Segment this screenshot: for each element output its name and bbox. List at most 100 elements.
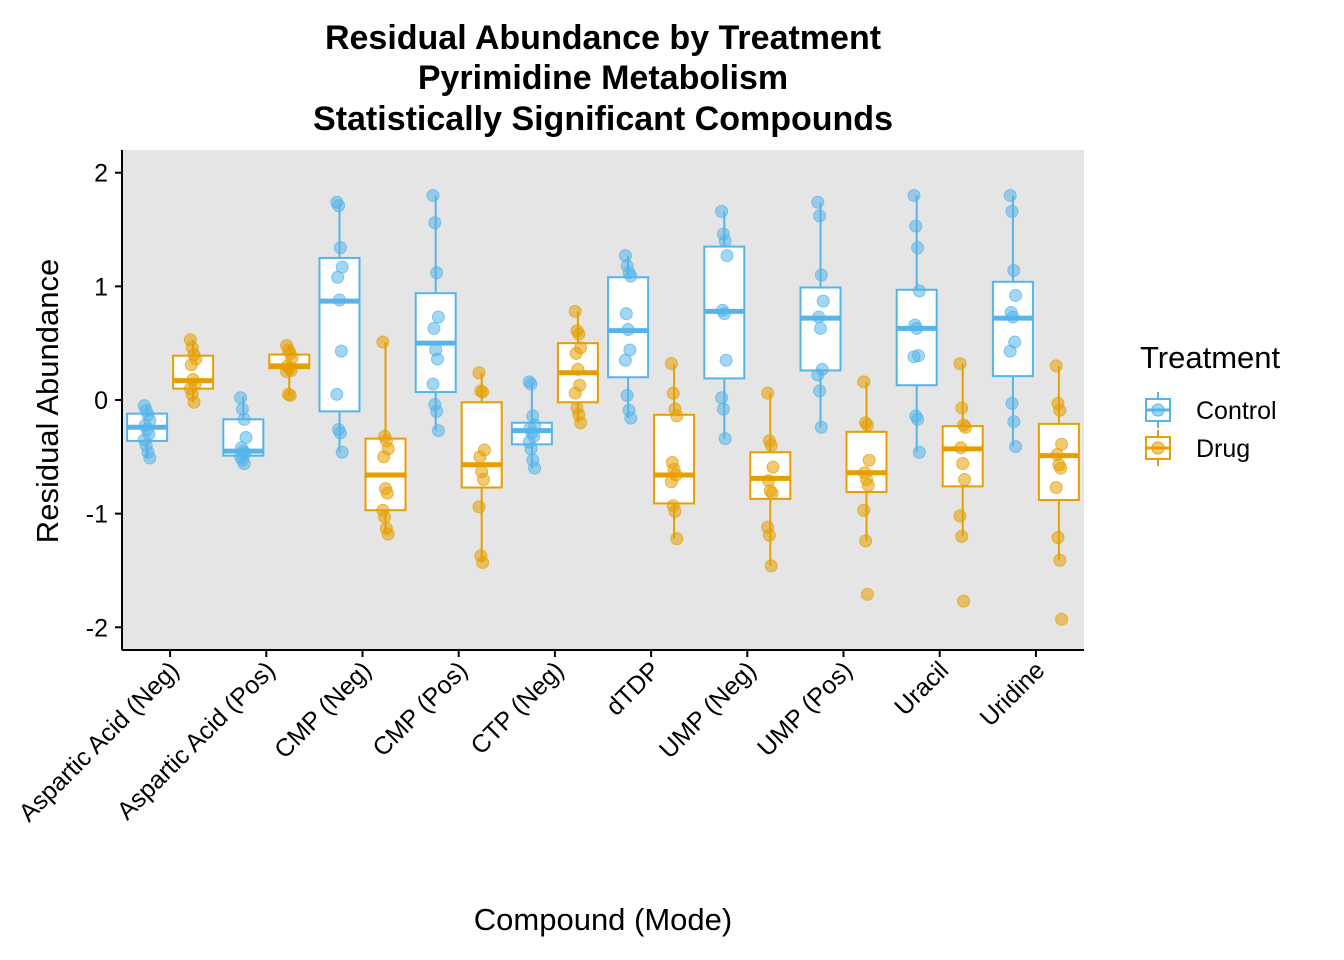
data-point (813, 384, 827, 398)
data-point (955, 529, 969, 543)
y-tick-label: 0 (94, 387, 108, 415)
legend-label: Drug (1196, 435, 1250, 463)
data-point (1009, 288, 1023, 302)
legend-entry-drug: Drug (1145, 430, 1250, 466)
box-control-3 (414, 188, 457, 438)
data-point (956, 457, 970, 471)
data-point (1009, 440, 1023, 454)
data-point (624, 411, 638, 425)
data-point (670, 532, 684, 546)
data-point (1003, 344, 1017, 358)
data-point (1049, 481, 1063, 494)
data-point (431, 310, 445, 324)
box-drug-5 (653, 357, 696, 546)
data-point (280, 365, 294, 379)
box-drug-2 (364, 335, 407, 541)
data-point (334, 344, 348, 358)
data-point (572, 327, 586, 341)
data-point (907, 350, 921, 364)
data-point (426, 188, 440, 202)
data-point (574, 416, 588, 430)
data-point (332, 199, 346, 213)
data-point (764, 559, 778, 573)
data-point (1007, 263, 1021, 277)
data-point (910, 321, 924, 335)
data-point (472, 366, 486, 380)
data-point (861, 478, 875, 492)
data-point (569, 346, 583, 360)
box-layer (126, 188, 1080, 626)
data-point (764, 438, 778, 452)
data-point (477, 473, 490, 487)
legend-key-point (1151, 403, 1165, 417)
data-point (811, 368, 825, 382)
data-point (283, 388, 297, 402)
data-point (668, 504, 682, 518)
data-point (376, 335, 390, 349)
legend-label: Control (1196, 397, 1277, 425)
x-tick-label: dTDP (601, 656, 666, 721)
data-point (664, 475, 678, 489)
data-point (524, 442, 538, 456)
chart-title-line-3: Statistically Significant Compounds (313, 100, 893, 138)
data-point (1006, 310, 1020, 324)
data-point (715, 391, 729, 405)
box-control-9 (991, 188, 1034, 454)
data-point (473, 450, 487, 464)
data-point (911, 241, 925, 255)
data-point (618, 353, 632, 367)
chart-title-line-2: Pyrimidine Metabolism (418, 59, 788, 97)
data-point (859, 534, 873, 548)
legend-key-point (1151, 441, 1165, 455)
data-point (814, 268, 828, 282)
box-drug-9 (1037, 359, 1080, 626)
data-point (1049, 359, 1063, 373)
data-point (860, 418, 874, 432)
plot-panel (122, 150, 1084, 650)
data-point (476, 385, 490, 399)
data-point (624, 269, 638, 283)
data-point (718, 234, 732, 248)
data-point (1055, 612, 1069, 626)
data-point (717, 307, 731, 321)
data-point (426, 377, 440, 391)
data-point (912, 445, 926, 459)
box-control-7 (799, 195, 842, 434)
data-point (909, 219, 923, 233)
data-point (1054, 461, 1068, 475)
x-axis: Aspartic Acid (Neg)Aspartic Acid (Pos)CM… (13, 650, 1050, 827)
data-point (528, 461, 542, 475)
data-point (1003, 188, 1017, 202)
legend-entry-control: Control (1145, 392, 1277, 428)
data-point (234, 391, 248, 405)
box-drug-4 (556, 304, 599, 430)
box-drug-3 (460, 366, 503, 569)
data-point (715, 204, 729, 218)
box-body (895, 288, 938, 387)
data-point (571, 362, 585, 376)
data-point (953, 357, 967, 371)
data-point (620, 388, 634, 402)
data-point (958, 420, 972, 434)
data-point (911, 412, 925, 426)
data-point (719, 353, 733, 367)
data-point (428, 216, 442, 230)
box-drug-1 (268, 338, 311, 402)
x-tick-label: CMP (Pos) (367, 656, 473, 762)
data-point (816, 294, 830, 308)
box-body (318, 256, 361, 413)
data-point (811, 195, 825, 209)
data-point (430, 404, 444, 418)
data-point (857, 375, 871, 389)
y-tick-label: -1 (86, 501, 108, 529)
box-drug-6 (749, 386, 792, 573)
data-point (333, 426, 347, 440)
legend-title: Treatment (1140, 340, 1281, 375)
data-point (1005, 396, 1019, 410)
data-point (907, 188, 921, 202)
data-point (957, 594, 971, 608)
data-point (670, 409, 684, 423)
box-drug-8 (941, 357, 984, 608)
x-tick-label: Uracil (889, 656, 954, 721)
